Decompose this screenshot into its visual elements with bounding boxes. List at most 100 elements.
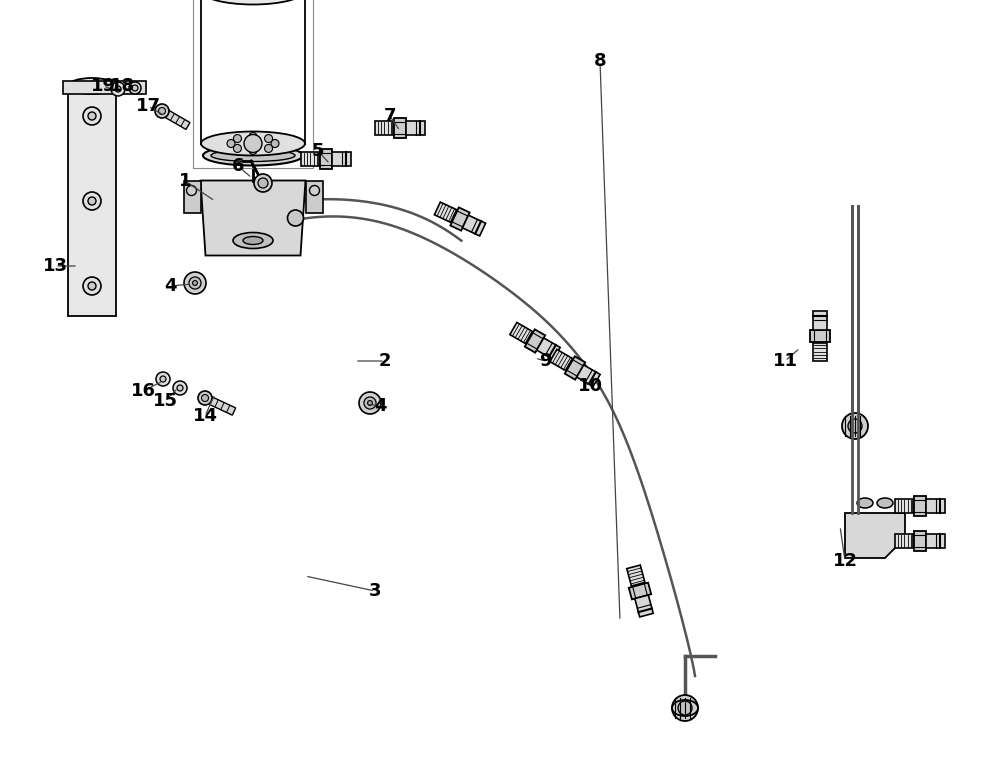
Circle shape — [129, 82, 141, 94]
Polygon shape — [160, 108, 190, 130]
Circle shape — [249, 147, 257, 154]
Polygon shape — [332, 152, 351, 166]
Polygon shape — [914, 531, 926, 551]
Circle shape — [193, 281, 197, 286]
Circle shape — [288, 210, 304, 226]
Circle shape — [83, 277, 101, 295]
Ellipse shape — [857, 498, 873, 508]
Polygon shape — [537, 338, 560, 359]
Text: 5: 5 — [312, 142, 324, 160]
Polygon shape — [394, 118, 406, 138]
Circle shape — [265, 144, 273, 152]
Polygon shape — [895, 534, 913, 548]
Polygon shape — [629, 583, 651, 599]
Polygon shape — [510, 323, 532, 344]
Ellipse shape — [203, 146, 303, 165]
Ellipse shape — [201, 131, 305, 155]
Polygon shape — [577, 365, 600, 386]
Text: 8: 8 — [594, 52, 606, 70]
Circle shape — [88, 112, 96, 120]
Text: 6: 6 — [232, 157, 244, 175]
Polygon shape — [525, 329, 545, 352]
Circle shape — [160, 376, 166, 382]
Circle shape — [310, 185, 320, 196]
Circle shape — [254, 174, 272, 192]
Circle shape — [258, 178, 268, 188]
Circle shape — [233, 134, 241, 143]
Circle shape — [244, 134, 262, 153]
Text: 13: 13 — [42, 257, 68, 275]
Circle shape — [202, 394, 208, 401]
Text: 15: 15 — [152, 392, 178, 410]
Circle shape — [848, 419, 862, 433]
Polygon shape — [320, 149, 332, 169]
Text: 11: 11 — [772, 352, 798, 370]
Circle shape — [678, 701, 692, 715]
Circle shape — [186, 185, 196, 196]
Polygon shape — [68, 86, 116, 316]
Circle shape — [189, 277, 201, 289]
Polygon shape — [565, 356, 585, 379]
Text: 4: 4 — [374, 397, 386, 415]
Circle shape — [364, 397, 376, 409]
Text: 18: 18 — [110, 77, 136, 95]
Polygon shape — [926, 534, 945, 548]
Text: 2: 2 — [379, 352, 391, 370]
Polygon shape — [306, 181, 322, 213]
Polygon shape — [63, 81, 146, 94]
Circle shape — [155, 104, 169, 118]
Circle shape — [368, 400, 372, 405]
Polygon shape — [895, 499, 913, 513]
Circle shape — [88, 197, 96, 205]
Bar — [193, 0, 313, 168]
Circle shape — [184, 272, 206, 294]
Polygon shape — [462, 215, 486, 236]
Ellipse shape — [243, 237, 263, 244]
Polygon shape — [301, 152, 319, 166]
Text: 4: 4 — [164, 277, 176, 295]
Circle shape — [88, 282, 96, 290]
Polygon shape — [203, 394, 236, 415]
Polygon shape — [375, 121, 393, 135]
Polygon shape — [914, 496, 926, 516]
Circle shape — [158, 108, 166, 115]
Polygon shape — [550, 349, 572, 371]
Text: 16: 16 — [130, 382, 156, 400]
Circle shape — [227, 140, 235, 147]
Circle shape — [233, 144, 241, 152]
Circle shape — [156, 372, 170, 386]
Polygon shape — [635, 595, 653, 617]
Polygon shape — [434, 202, 457, 223]
Text: 10: 10 — [578, 377, 602, 395]
Circle shape — [249, 133, 257, 140]
Polygon shape — [810, 330, 830, 342]
Polygon shape — [200, 181, 306, 255]
Text: 7: 7 — [384, 107, 396, 125]
Circle shape — [672, 695, 698, 721]
Circle shape — [83, 192, 101, 210]
Ellipse shape — [211, 150, 295, 161]
Ellipse shape — [233, 233, 273, 248]
Text: 9: 9 — [539, 352, 551, 370]
Text: 1: 1 — [179, 172, 191, 190]
Text: 14: 14 — [192, 407, 218, 425]
Circle shape — [359, 392, 381, 414]
Circle shape — [198, 391, 212, 405]
Circle shape — [842, 413, 868, 439]
Circle shape — [132, 85, 138, 91]
Circle shape — [271, 140, 279, 147]
Polygon shape — [450, 207, 470, 230]
Polygon shape — [845, 513, 905, 558]
Circle shape — [83, 107, 101, 125]
Polygon shape — [813, 343, 827, 361]
Polygon shape — [926, 499, 945, 513]
Text: 19: 19 — [90, 77, 116, 95]
Polygon shape — [184, 181, 200, 213]
Ellipse shape — [672, 700, 698, 716]
Circle shape — [115, 86, 121, 92]
Text: 12: 12 — [832, 552, 858, 570]
Text: 17: 17 — [136, 97, 160, 115]
Circle shape — [265, 134, 273, 143]
Ellipse shape — [877, 498, 893, 508]
Polygon shape — [813, 311, 827, 330]
